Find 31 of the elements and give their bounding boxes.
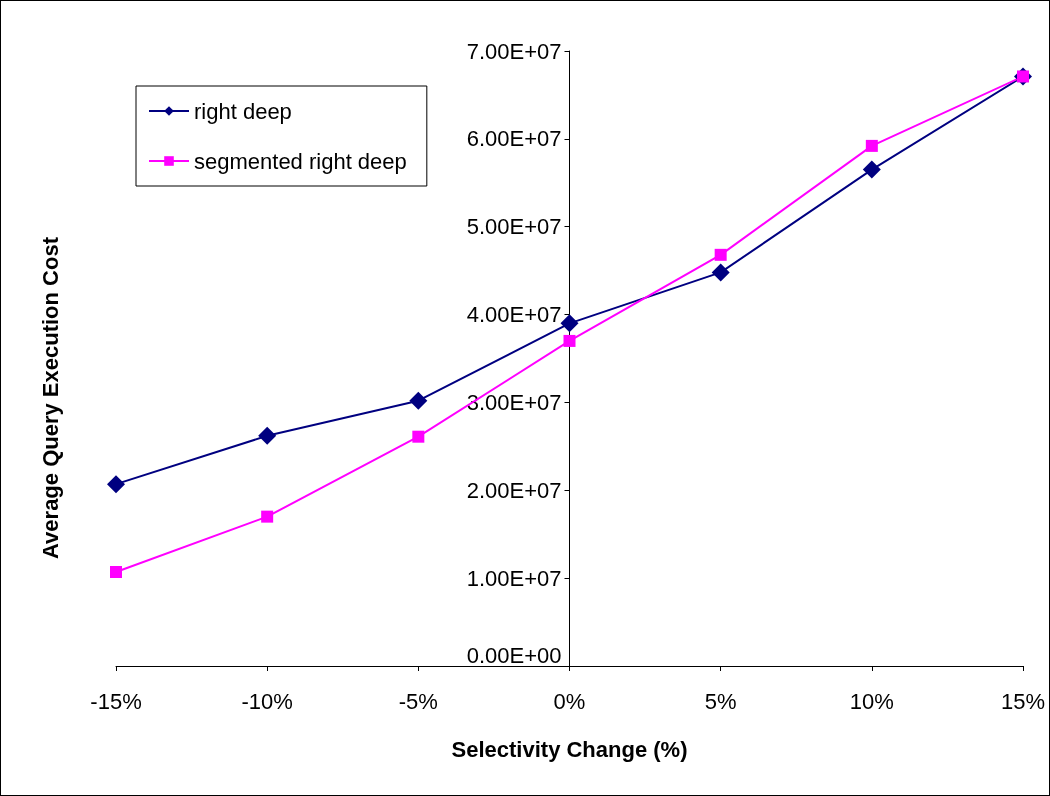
y-tick-label: 2.00E+07 xyxy=(466,477,562,503)
x-axis-title: Selectivity Change (%) xyxy=(451,736,688,762)
x-tick-label: -5% xyxy=(398,688,438,714)
x-tick-label: -15% xyxy=(90,688,142,714)
y-axis-title: Average Query Execution Cost xyxy=(37,236,63,559)
point xyxy=(560,314,579,333)
point xyxy=(110,565,122,578)
point xyxy=(107,475,125,494)
x-tick-label: 10% xyxy=(849,688,894,714)
legend-label: right deep xyxy=(194,98,292,124)
legend-label: segmented right deep xyxy=(194,148,407,174)
x-tick-label: 5% xyxy=(704,688,737,714)
point xyxy=(412,430,425,443)
point xyxy=(258,426,277,445)
y-tick-label: 0.00E+00 xyxy=(466,642,562,668)
y-tick-label: 5.00E+07 xyxy=(466,214,562,240)
point xyxy=(714,248,727,261)
point xyxy=(862,160,881,179)
point xyxy=(563,334,576,347)
y-tick-label: 7.00E+07 xyxy=(466,38,562,64)
point xyxy=(711,263,730,282)
x-tick-label: 0% xyxy=(553,688,586,714)
y-tick-label: 6.00E+07 xyxy=(466,126,562,152)
y-tick-label: 1.00E+07 xyxy=(466,565,562,591)
y-tick-label: 4.00E+07 xyxy=(466,302,562,328)
x-tick-label: 15% xyxy=(1000,688,1046,714)
x-tick-label: -10% xyxy=(241,688,293,714)
point xyxy=(261,510,274,523)
point xyxy=(409,391,428,410)
point xyxy=(865,139,878,152)
y-tick-label: 3.00E+07 xyxy=(466,389,562,415)
